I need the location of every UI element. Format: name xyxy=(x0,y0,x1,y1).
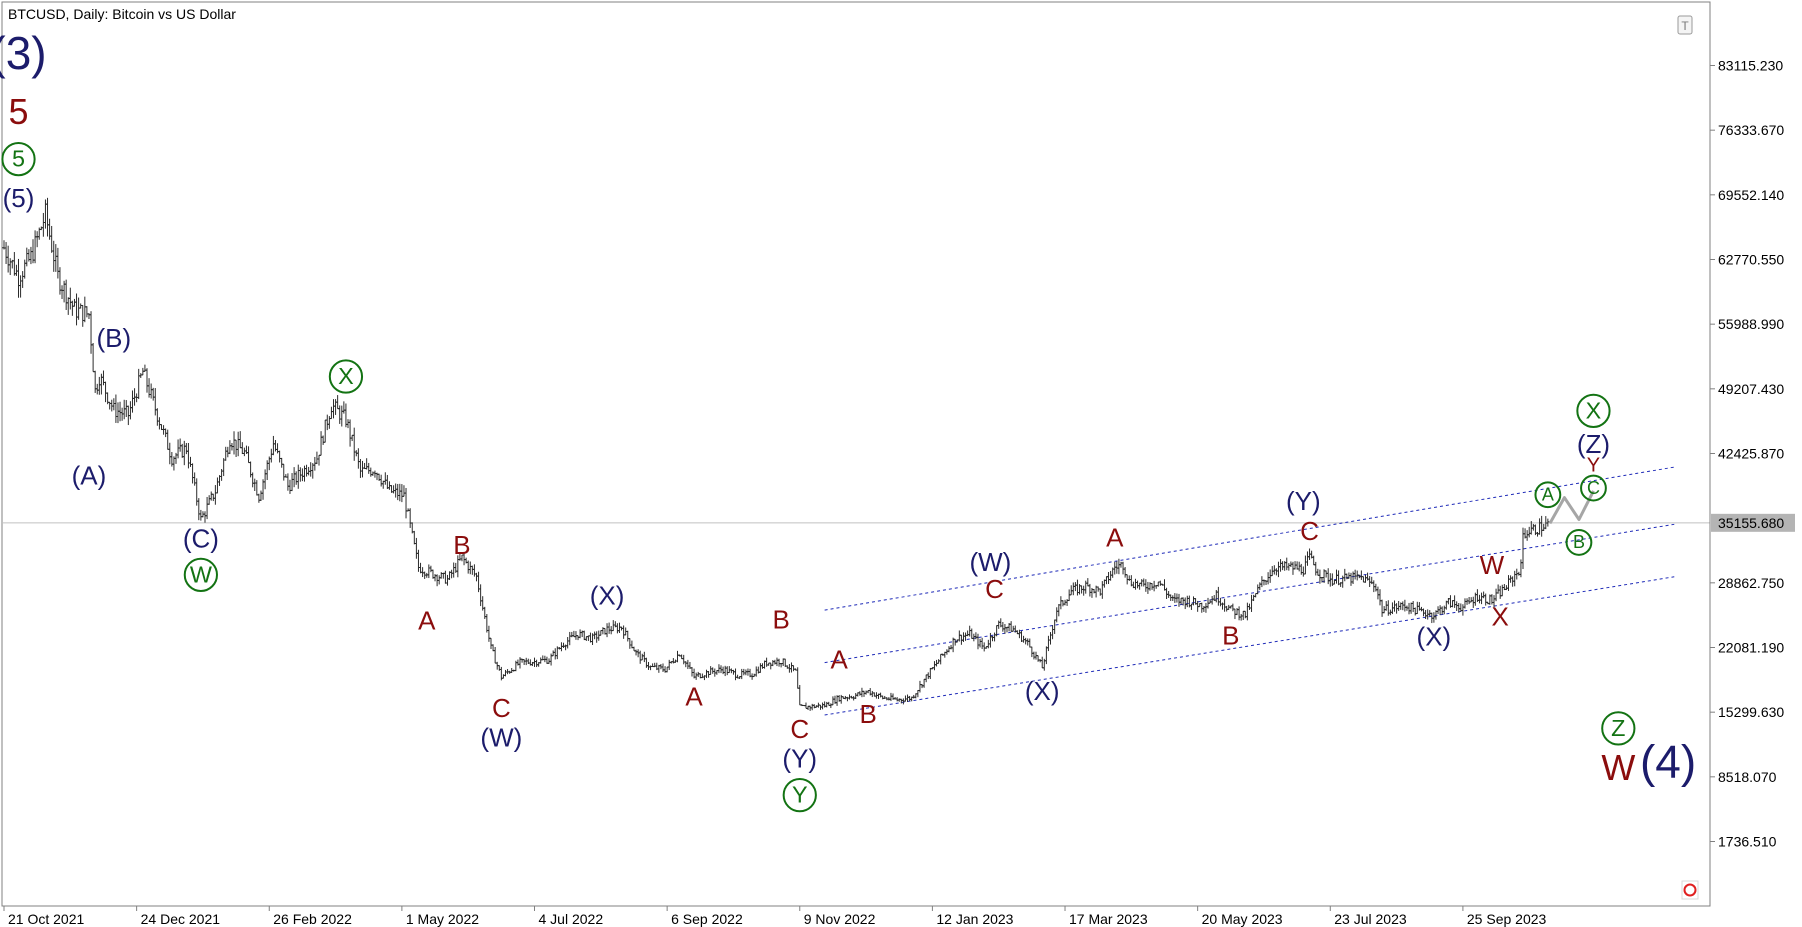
plot-frame xyxy=(1,1,1711,907)
wave-label: C xyxy=(1300,516,1319,546)
wave-label-circle xyxy=(1580,474,1607,502)
x-tick-label: 4 Jul 2022 xyxy=(539,911,604,927)
x-tick-label: 23 Jul 2023 xyxy=(1334,911,1407,927)
current-price-box xyxy=(1711,513,1795,532)
wave-label: X xyxy=(1492,602,1509,632)
wave-label-circle xyxy=(1534,481,1562,509)
price-bars-layer xyxy=(2,197,1550,711)
wave-label: (Y) xyxy=(1286,486,1321,516)
projection-layer xyxy=(1548,490,1595,525)
y-tick-label: 69552.140 xyxy=(1718,187,1784,203)
y-tick-label: 8518.070 xyxy=(1718,769,1777,785)
wave-label: W xyxy=(1480,550,1505,580)
wave-label-circle xyxy=(183,557,218,592)
x-tick-label: 20 May 2023 xyxy=(1202,911,1283,927)
y-tick-label: 49207.430 xyxy=(1718,381,1784,397)
svg-text:T: T xyxy=(1681,19,1689,33)
wave-label: A xyxy=(1542,485,1554,505)
scroll-lock-icon[interactable]: T xyxy=(1677,15,1693,35)
wave-label-circle xyxy=(782,778,817,813)
current-price-label: 35155.680 xyxy=(1718,515,1784,531)
wave-label: B xyxy=(772,604,789,634)
wave-label: (Z) xyxy=(1577,429,1610,459)
x-tick-label: 12 Jan 2023 xyxy=(936,911,1013,927)
wave-label: C xyxy=(492,693,511,723)
wave-label-circle xyxy=(1565,529,1593,556)
wave-label-circle xyxy=(1,141,36,177)
x-tick-label: 26 Feb 2022 xyxy=(273,911,352,927)
wave-label: C xyxy=(790,714,809,744)
wave-label: (X) xyxy=(1025,676,1060,706)
channel-line-2 xyxy=(824,523,1675,664)
wave-label: (X) xyxy=(1417,622,1452,652)
wave-label-circle xyxy=(328,359,364,394)
y-tick-label: 1736.510 xyxy=(1718,834,1777,850)
x-axis: 21 Oct 2021 24 Dec 2021 26 Feb 2022 1 May 2… xyxy=(3,906,1547,927)
wave-label-circle xyxy=(1576,393,1611,428)
wave-label: (W) xyxy=(480,723,522,753)
wave-label: (C) xyxy=(183,523,219,553)
x-tick-label: 17 Mar 2023 xyxy=(1069,911,1148,927)
y-tick-label: 42425.870 xyxy=(1718,446,1784,462)
wave-label: 5 xyxy=(8,91,28,132)
wave-label: (W) xyxy=(969,547,1011,577)
wave-label: A xyxy=(1106,522,1124,552)
wave-label: A xyxy=(418,605,436,635)
wave-label: Y xyxy=(1587,454,1600,476)
trade-mode-icon[interactable] xyxy=(1681,880,1699,900)
wave-label: C xyxy=(1587,478,1600,498)
chart-title: BTCUSD, Daily: Bitcoin vs US Dollar xyxy=(8,6,236,22)
wave-label: (4) xyxy=(1640,736,1696,788)
x-tick-label: 25 Sep 2023 xyxy=(1467,911,1547,927)
wave-label: 5 xyxy=(12,146,25,172)
y-tick-label: 83115.230 xyxy=(1718,58,1783,74)
wave-label: W xyxy=(190,561,212,587)
forecast-path xyxy=(1548,490,1595,525)
wave-label: B xyxy=(453,530,470,560)
y-tick-label: 22081.190 xyxy=(1718,640,1784,656)
wave-label: A xyxy=(830,644,848,674)
x-tick-label: 9 Nov 2022 xyxy=(804,911,876,927)
x-tick-label: 21 Oct 2021 xyxy=(8,911,84,927)
wave-label: Y xyxy=(792,782,808,808)
x-tick-label: 1 May 2022 xyxy=(406,911,479,927)
wave-label: B xyxy=(859,699,876,729)
wave-label: X xyxy=(338,363,354,389)
x-tick-label: 24 Dec 2021 xyxy=(141,911,221,927)
wave-label: (X) xyxy=(590,581,625,611)
wave-label: (3) xyxy=(0,27,47,79)
y-tick-label: 76333.670 xyxy=(1718,122,1784,138)
channel-line-3 xyxy=(824,576,1675,716)
y-tick-label: 15299.630 xyxy=(1718,704,1784,720)
wave-label: (A) xyxy=(72,460,107,490)
wave-label: B xyxy=(1573,532,1585,552)
wave-label: (B) xyxy=(96,323,131,353)
wave-label: C xyxy=(985,574,1004,604)
wave-label: Z xyxy=(1611,715,1625,741)
y-tick-label: 55988.990 xyxy=(1718,316,1784,332)
wave-label: B xyxy=(1222,621,1239,651)
wave-labels-layer: (3)55(5)(B)(A)(C)WXBAC(W)(X)ABC(Y)YAB(W)… xyxy=(0,27,1696,813)
y-tick-label: 28862.750 xyxy=(1718,575,1784,591)
y-axis: 83115.230 76333.670 69552.140 62770.550 5598… xyxy=(1709,2,1795,906)
wave-label: A xyxy=(685,682,703,712)
x-tick-label: 6 Sep 2022 xyxy=(671,911,743,927)
wave-label: (5) xyxy=(3,183,35,213)
wave-label: W xyxy=(1601,747,1635,788)
wave-label-circle xyxy=(1601,711,1636,746)
wave-label: X xyxy=(1586,397,1602,423)
y-tick-label: 62770.550 xyxy=(1718,252,1784,268)
wave-label: (Y) xyxy=(782,744,817,774)
